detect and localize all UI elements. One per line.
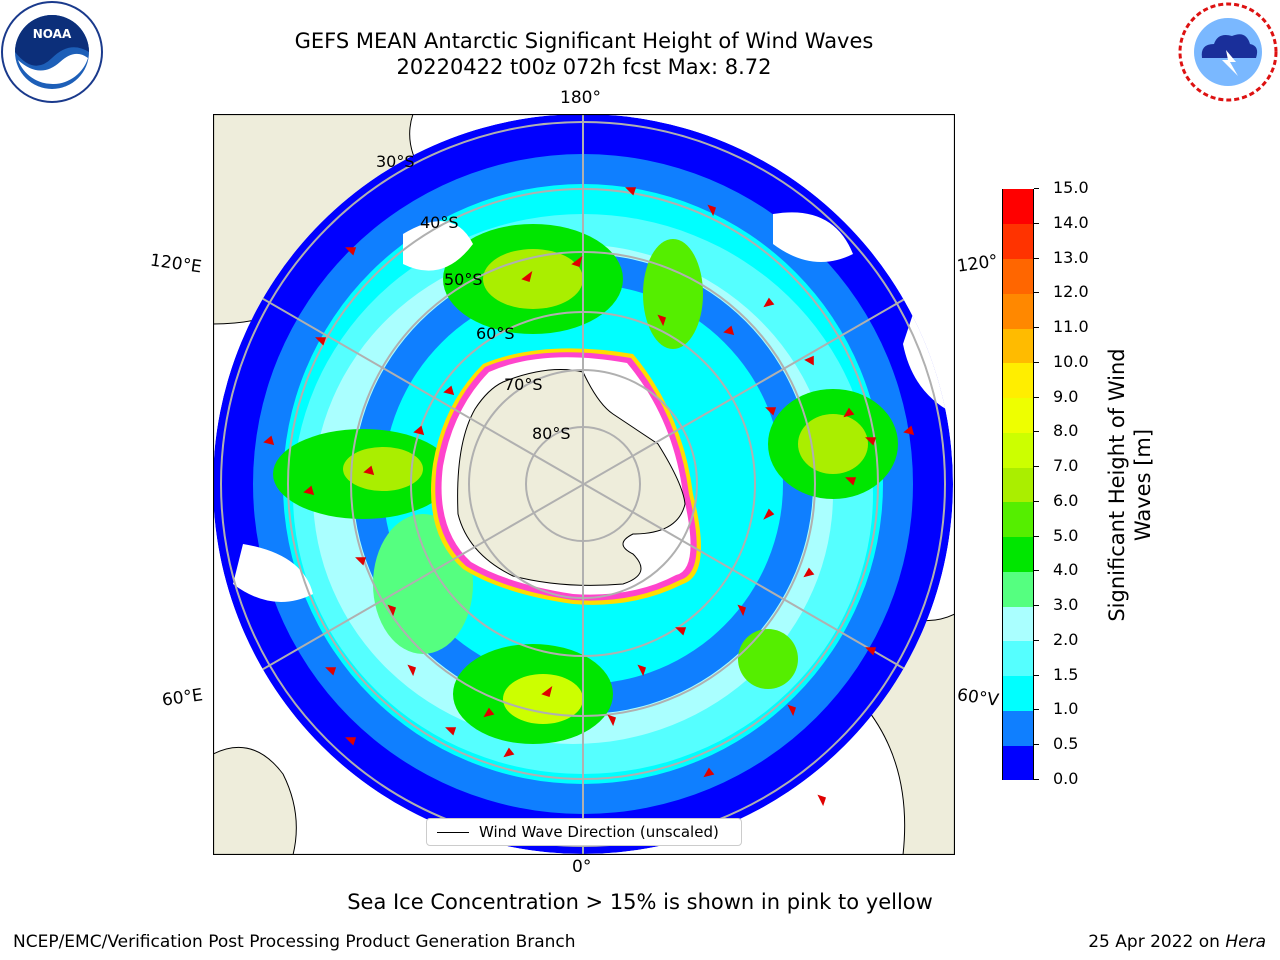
colorbar-tick-mark	[1034, 292, 1039, 294]
colorbar-tick-label: 13.0	[1053, 247, 1089, 267]
colorbar-tick-label: 12.0	[1053, 282, 1089, 302]
colorbar-tick-mark	[1034, 361, 1039, 363]
lat-label-40s: 40°S	[420, 213, 459, 232]
lat-label-60s: 60°S	[476, 324, 515, 343]
colorbar-tick-mark	[1034, 188, 1039, 189]
colorbar-tick-mark	[1034, 674, 1039, 676]
map-subtitle: 20220422 t00z 072h fcst Max: 8.72	[396, 55, 772, 79]
colorbar-tick-label: 9.0	[1053, 386, 1079, 406]
colorbar-tick-mark	[1034, 744, 1039, 746]
colorbar-tick-mark	[1034, 222, 1039, 224]
colorbar-label-line1: Significant Height of Wind	[1105, 348, 1129, 622]
noaa-logo: NOAA	[1, 1, 103, 103]
footer-date-text: 25 Apr 2022 on	[1088, 932, 1226, 952]
lon-label-120e: 120°E	[148, 250, 203, 278]
colorbar-swatch	[1003, 397, 1033, 433]
wave-height-map	[213, 114, 955, 855]
lat-label-70s: 70°S	[504, 375, 543, 394]
colorbar-tick-mark	[1034, 466, 1039, 468]
colorbar-tick-mark	[1034, 639, 1039, 641]
colorbar-tick-label: 0.0	[1053, 769, 1079, 788]
colorbar-tick-mark	[1034, 779, 1039, 780]
footer-date: 25 Apr 2022 on Hera	[1088, 932, 1266, 952]
colorbar-tick-label: 14.0	[1053, 212, 1089, 232]
colorbar-tick-mark	[1034, 570, 1039, 572]
colorbar-swatch	[1003, 501, 1033, 538]
colorbar-tick-mark	[1034, 605, 1039, 607]
colorbar-swatch	[1003, 328, 1033, 364]
colorbar-tick-label: 7.0	[1053, 456, 1079, 476]
colorbar-tick-mark	[1034, 500, 1039, 502]
legend-line-sample	[437, 831, 469, 833]
lat-label-50s: 50°S	[444, 270, 483, 289]
footer-host: Hera	[1225, 932, 1266, 952]
lon-label-60e: 60°E	[160, 685, 205, 711]
colorbar-swatch	[1003, 189, 1033, 225]
colorbar-swatch	[1003, 571, 1033, 607]
lon-label-60w: 60°V	[955, 685, 1000, 711]
colorbar	[1002, 189, 1034, 781]
colorbar-tick-mark	[1034, 257, 1039, 259]
lat-label-30s: 30°S	[376, 152, 415, 171]
colorbar-swatch	[1003, 223, 1033, 259]
colorbar-tick-mark	[1034, 396, 1039, 398]
colorbar-tick-label: 10.0	[1053, 351, 1089, 371]
colorbar-swatch	[1003, 536, 1033, 572]
colorbar-tick-label: 1.5	[1053, 664, 1079, 684]
legend-label: Wind Wave Direction (unscaled)	[479, 823, 719, 841]
colorbar-tick-label: 2.0	[1053, 629, 1079, 649]
colorbar-tick-label: 8.0	[1053, 421, 1079, 441]
colorbar-tick-mark	[1034, 327, 1039, 329]
colorbar-tick-mark	[1034, 535, 1039, 537]
colorbar-swatch	[1003, 606, 1033, 642]
colorbar-ticks: 0.0 0.5 1.0 1.5 2.0 3.0 4.0 5.0 6.0 7.0 8.0 9.0 10.0…	[1034, 0, 1114, 960]
noaa-text: NOAA	[33, 27, 72, 41]
colorbar-tick-label: 11.0	[1053, 317, 1089, 337]
colorbar-tick-label: 15.0	[1053, 178, 1089, 197]
colorbar-label-line2: Waves [m]	[1131, 428, 1155, 542]
footer-branch: NCEP/EMC/Verification Post Processing Pr…	[13, 932, 576, 952]
map-title: GEFS MEAN Antarctic Significant Height o…	[294, 29, 874, 53]
sea-ice-note: Sea Ice Concentration > 15% is shown in …	[347, 890, 933, 914]
colorbar-tick-mark	[1034, 709, 1039, 711]
colorbar-swatch	[1003, 293, 1033, 329]
colorbar-label: Significant Height of Wind Waves [m]	[1104, 285, 1156, 685]
lat-label-80s: 80°S	[532, 424, 571, 443]
colorbar-swatch	[1003, 710, 1033, 746]
colorbar-swatch	[1003, 640, 1033, 677]
colorbar-tick-label: 5.0	[1053, 525, 1079, 545]
colorbar-tick-label: 1.0	[1053, 699, 1079, 719]
lon-label-180: 180°	[560, 88, 601, 108]
colorbar-tick-label: 3.0	[1053, 595, 1079, 615]
map-legend: Wind Wave Direction (unscaled)	[426, 818, 742, 846]
colorbar-swatch	[1003, 467, 1033, 503]
colorbar-swatch	[1003, 362, 1033, 399]
lon-label-120w: 120°	[955, 251, 1000, 277]
wind-vectors	[263, 187, 915, 807]
colorbar-swatch	[1003, 675, 1033, 711]
colorbar-tick-mark	[1034, 431, 1039, 433]
nws-logo	[1178, 2, 1278, 102]
lon-label-0: 0°	[572, 857, 592, 877]
colorbar-tick-label: 6.0	[1053, 490, 1079, 510]
africa-land	[213, 746, 297, 855]
colorbar-swatch	[1003, 745, 1033, 781]
colorbar-tick-label: 4.0	[1053, 560, 1079, 580]
colorbar-tick-label: 0.5	[1053, 734, 1079, 754]
colorbar-swatch	[1003, 432, 1033, 468]
colorbar-swatch	[1003, 258, 1033, 294]
